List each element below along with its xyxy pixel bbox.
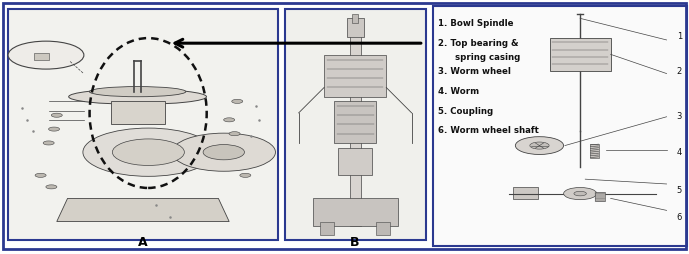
Circle shape [240, 173, 251, 177]
Circle shape [43, 141, 54, 145]
Circle shape [48, 127, 59, 131]
Circle shape [46, 185, 57, 189]
Circle shape [51, 113, 62, 117]
Circle shape [203, 145, 245, 160]
Text: 5: 5 [677, 186, 682, 195]
Bar [550, 38, 610, 71]
Bar [595, 192, 605, 201]
Text: 4. Worm: 4. Worm [438, 87, 479, 96]
Text: 2. Top bearing &: 2. Top bearing & [438, 39, 518, 48]
Text: 1. Bowl Spindle: 1. Bowl Spindle [438, 19, 513, 28]
Text: B: B [350, 236, 360, 249]
Bar [433, 6, 687, 246]
Bar [349, 23, 361, 226]
Circle shape [515, 137, 564, 154]
Bar [334, 101, 376, 143]
Text: 4: 4 [677, 148, 682, 157]
Bar [313, 198, 398, 226]
Circle shape [83, 128, 214, 176]
Circle shape [224, 118, 235, 122]
Circle shape [564, 187, 597, 200]
Text: 3: 3 [677, 112, 682, 121]
Circle shape [35, 173, 46, 177]
Text: spring casing: spring casing [455, 53, 520, 62]
Bar [376, 221, 391, 235]
Circle shape [8, 41, 84, 69]
Bar [324, 55, 387, 97]
Bar [8, 9, 278, 240]
Bar [34, 53, 49, 60]
Circle shape [530, 142, 549, 149]
Bar [590, 144, 599, 157]
Circle shape [229, 132, 240, 136]
Bar [285, 9, 426, 240]
Circle shape [574, 191, 586, 196]
Text: 6: 6 [677, 213, 682, 222]
Text: A: A [138, 236, 147, 249]
Bar [352, 13, 358, 23]
Bar [513, 187, 538, 199]
Circle shape [112, 139, 185, 165]
Circle shape [172, 133, 276, 171]
Bar [111, 101, 165, 124]
Text: 2: 2 [677, 67, 682, 76]
Ellipse shape [90, 87, 186, 97]
Polygon shape [56, 198, 229, 221]
Circle shape [232, 99, 243, 103]
Bar [320, 221, 334, 235]
Text: 5. Coupling: 5. Coupling [438, 107, 493, 116]
Text: 3. Worm wheel: 3. Worm wheel [438, 67, 511, 76]
Text: 1: 1 [677, 32, 682, 41]
Bar [347, 18, 364, 37]
Text: 6. Worm wheel shaft: 6. Worm wheel shaft [438, 126, 538, 135]
Ellipse shape [69, 89, 207, 104]
Bar [338, 148, 372, 175]
